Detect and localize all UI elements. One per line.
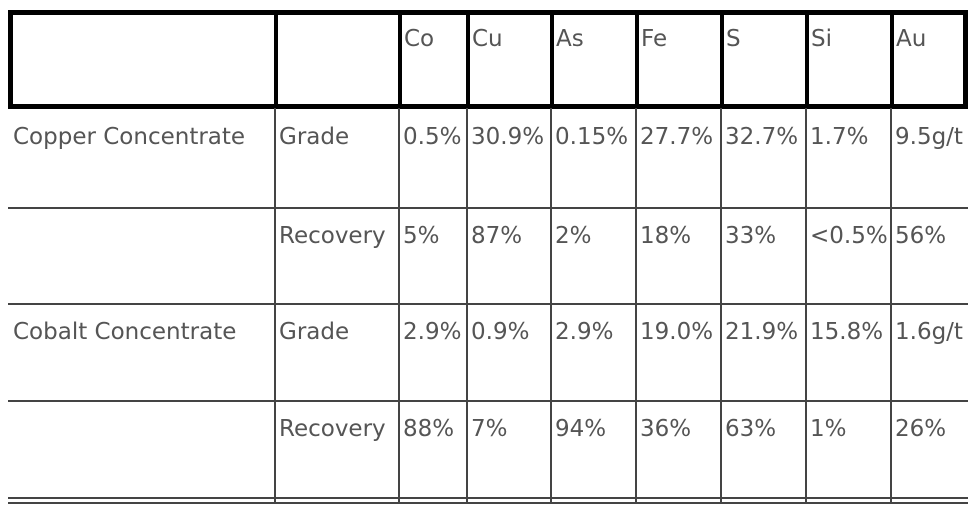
value-cell: 7% xyxy=(471,416,508,442)
table-bottom xyxy=(8,502,968,504)
column-header: S xyxy=(726,26,741,52)
product-name: Copper Concentrate xyxy=(13,124,246,150)
column-divider xyxy=(890,108,892,502)
column-header: Si xyxy=(811,26,832,52)
header-divider xyxy=(8,10,13,108)
header-border xyxy=(8,104,968,109)
value-cell: 26% xyxy=(895,416,947,442)
value-cell: 1% xyxy=(810,416,847,442)
column-divider xyxy=(550,108,552,502)
value-cell: 2% xyxy=(555,223,592,249)
value-cell: 0.5% xyxy=(403,124,462,150)
metric-name: Recovery xyxy=(279,416,386,442)
column-divider xyxy=(398,108,400,502)
value-cell: 32.7% xyxy=(725,124,799,150)
header-divider xyxy=(398,10,402,108)
value-cell: 2.9% xyxy=(403,319,462,345)
header-divider xyxy=(550,10,554,108)
column-header: Co xyxy=(404,26,435,52)
table-bottom xyxy=(8,497,968,499)
row-divider xyxy=(8,400,968,402)
header-border xyxy=(8,10,968,15)
value-cell: 1.6g/t xyxy=(895,319,963,345)
value-cell: 9.5g/t xyxy=(895,124,963,150)
row-divider xyxy=(8,303,968,305)
value-cell: 88% xyxy=(403,416,455,442)
column-divider xyxy=(805,108,807,502)
column-header: As xyxy=(556,26,584,52)
value-cell: 56% xyxy=(895,223,947,249)
value-cell: 0.9% xyxy=(471,319,530,345)
value-cell: 63% xyxy=(725,416,777,442)
value-cell: 94% xyxy=(555,416,607,442)
metric-name: Recovery xyxy=(279,223,386,249)
column-divider xyxy=(635,108,637,502)
header-divider xyxy=(466,10,470,108)
metric-name: Grade xyxy=(279,124,350,150)
value-cell: 19.0% xyxy=(640,319,714,345)
value-cell: 27.7% xyxy=(640,124,714,150)
column-header: Cu xyxy=(472,26,503,52)
column-divider xyxy=(720,108,722,502)
column-header: Au xyxy=(896,26,927,52)
value-cell: 30.9% xyxy=(471,124,545,150)
value-cell: 36% xyxy=(640,416,692,442)
header-divider xyxy=(805,10,809,108)
value-cell: 87% xyxy=(471,223,523,249)
column-divider xyxy=(466,108,468,502)
product-name: Cobalt Concentrate xyxy=(13,319,237,345)
header-divider xyxy=(635,10,639,108)
value-cell: 0.15% xyxy=(555,124,629,150)
column-header: Fe xyxy=(641,26,668,52)
header-divider xyxy=(720,10,724,108)
value-cell: 18% xyxy=(640,223,692,249)
header-divider xyxy=(274,10,278,108)
value-cell: 1.7% xyxy=(810,124,869,150)
value-cell: 2.9% xyxy=(555,319,614,345)
header-divider xyxy=(963,10,968,108)
value-cell: 5% xyxy=(403,223,440,249)
row-divider xyxy=(8,207,968,209)
value-cell: 21.9% xyxy=(725,319,799,345)
value-cell: <0.5% xyxy=(810,223,888,249)
header-divider xyxy=(890,10,894,108)
metric-name: Grade xyxy=(279,319,350,345)
value-cell: 15.8% xyxy=(810,319,884,345)
value-cell: 33% xyxy=(725,223,777,249)
column-divider xyxy=(274,108,276,502)
